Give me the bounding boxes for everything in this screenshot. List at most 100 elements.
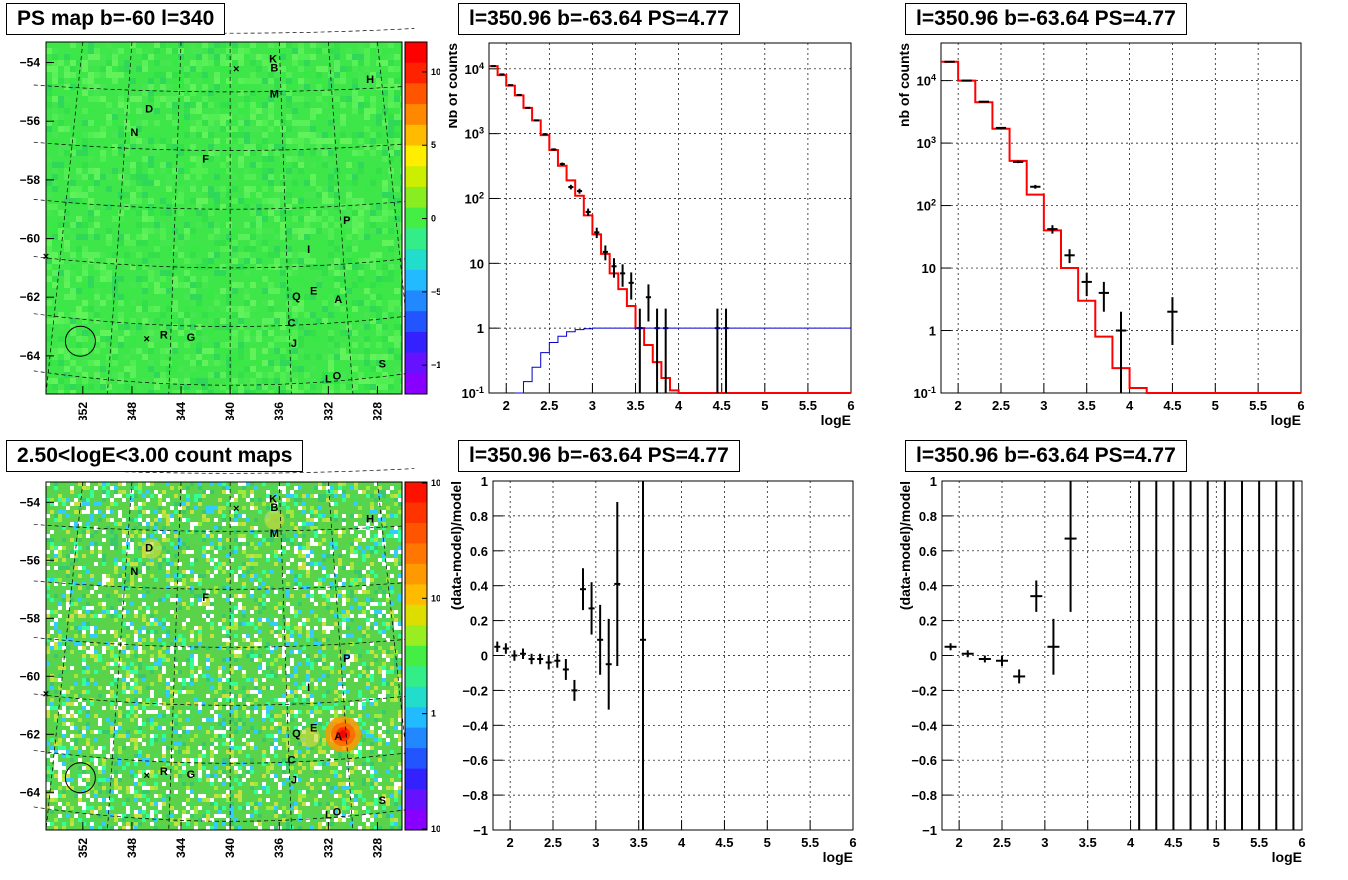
source-label-p: P (343, 215, 350, 227)
heatmap-cell (88, 216, 94, 222)
heatmap-cell (214, 186, 220, 192)
heatmap-cell (64, 240, 70, 246)
heatmap-cell (258, 690, 262, 694)
heatmap-cell (376, 342, 382, 348)
heatmap-cell (230, 498, 234, 502)
heatmap-cell (382, 186, 388, 192)
heatmap-cell (238, 270, 244, 276)
heatmap-cell (364, 216, 370, 222)
heatmap-cell (46, 538, 50, 542)
heatmap-cell (206, 694, 210, 698)
heatmap-cell (162, 618, 166, 622)
heatmap-cell (130, 670, 134, 674)
heatmap-cell (310, 678, 314, 682)
heatmap-cell (398, 710, 402, 714)
heatmap-cell (292, 60, 298, 66)
heatmap-cell (206, 558, 210, 562)
heatmap-cell (148, 318, 154, 324)
heatmap-cell (338, 710, 342, 714)
heatmap-cell (340, 270, 346, 276)
heatmap-cell (166, 306, 172, 312)
heatmap-cell (250, 726, 254, 730)
heatmap-cell (222, 546, 226, 550)
heatmap-cell (142, 192, 148, 198)
heatmap-cell (182, 758, 186, 762)
heatmap-cell (190, 690, 194, 694)
heatmap-cell (90, 514, 94, 518)
x-tick-label: 5 (761, 398, 768, 413)
heatmap-cell (214, 342, 220, 348)
heatmap-cell (130, 246, 136, 252)
heatmap-cell (234, 626, 238, 630)
heatmap-cell (398, 714, 402, 718)
heatmap-cell (318, 510, 322, 514)
heatmap-cell (358, 324, 364, 330)
heatmap-cell (54, 598, 58, 602)
heatmap-cell (54, 486, 58, 490)
heatmap-cell (310, 366, 316, 372)
heatmap-cell (138, 610, 142, 614)
heatmap-cell (322, 578, 326, 582)
heatmap-cell (218, 626, 222, 630)
heatmap-cell (70, 746, 74, 750)
heatmap-cell (154, 240, 160, 246)
heatmap-cell (234, 610, 238, 614)
heatmap-cell (346, 48, 352, 54)
heatmap-cell (362, 670, 366, 674)
heatmap-cell (268, 180, 274, 186)
heatmap-cell (82, 582, 86, 586)
heatmap-cell (370, 698, 374, 702)
heatmap-cell (124, 60, 130, 66)
heatmap-cell (304, 126, 310, 132)
heatmap-cell (166, 706, 170, 710)
heatmap-cell (98, 594, 102, 598)
heatmap-cell (166, 102, 172, 108)
heatmap-cell (196, 282, 202, 288)
heatmap-cell (162, 646, 166, 650)
heatmap-cell (270, 614, 274, 618)
heatmap-cell (66, 698, 70, 702)
heatmap-cell (352, 96, 358, 102)
heatmap-cell (346, 264, 352, 270)
heatmap-cell (292, 96, 298, 102)
heatmap-cell (302, 754, 306, 758)
heatmap-cell (130, 506, 134, 510)
heatmap-cell (274, 246, 280, 252)
heatmap-cell (286, 562, 290, 566)
heatmap-cell (304, 120, 310, 126)
heatmap-cell (142, 662, 146, 666)
heatmap-cell (250, 210, 256, 216)
heatmap-cell (118, 210, 124, 216)
heatmap-cell (382, 726, 386, 730)
heatmap-cell (254, 506, 258, 510)
heatmap-cell (134, 486, 138, 490)
heatmap-cell (282, 698, 286, 702)
heatmap-cell (388, 276, 394, 282)
heatmap-cell (378, 670, 382, 674)
heatmap-cell (250, 490, 254, 494)
heatmap-cell (346, 634, 350, 638)
heatmap-cell (66, 498, 70, 502)
heatmap-cell (138, 502, 142, 506)
heatmap-cell (58, 60, 64, 66)
heatmap-cell (334, 258, 340, 264)
heatmap-cell (70, 288, 76, 294)
heatmap-cell (342, 582, 346, 586)
heatmap-cell (138, 518, 142, 522)
heatmap-cell (328, 390, 334, 394)
heatmap-cell (398, 654, 402, 658)
heatmap-cell (382, 518, 386, 522)
heatmap-cell (220, 120, 226, 126)
heatmap-cell (46, 582, 50, 586)
heatmap-cell (138, 674, 142, 678)
heatmap-cell (322, 666, 326, 670)
heatmap-cell (130, 342, 136, 348)
heatmap-cell (182, 710, 186, 714)
heatmap-cell (202, 494, 206, 498)
heatmap-cell (318, 658, 322, 662)
heatmap-cell (210, 626, 214, 630)
heatmap-cell (390, 722, 394, 726)
heatmap-cell (126, 734, 130, 738)
